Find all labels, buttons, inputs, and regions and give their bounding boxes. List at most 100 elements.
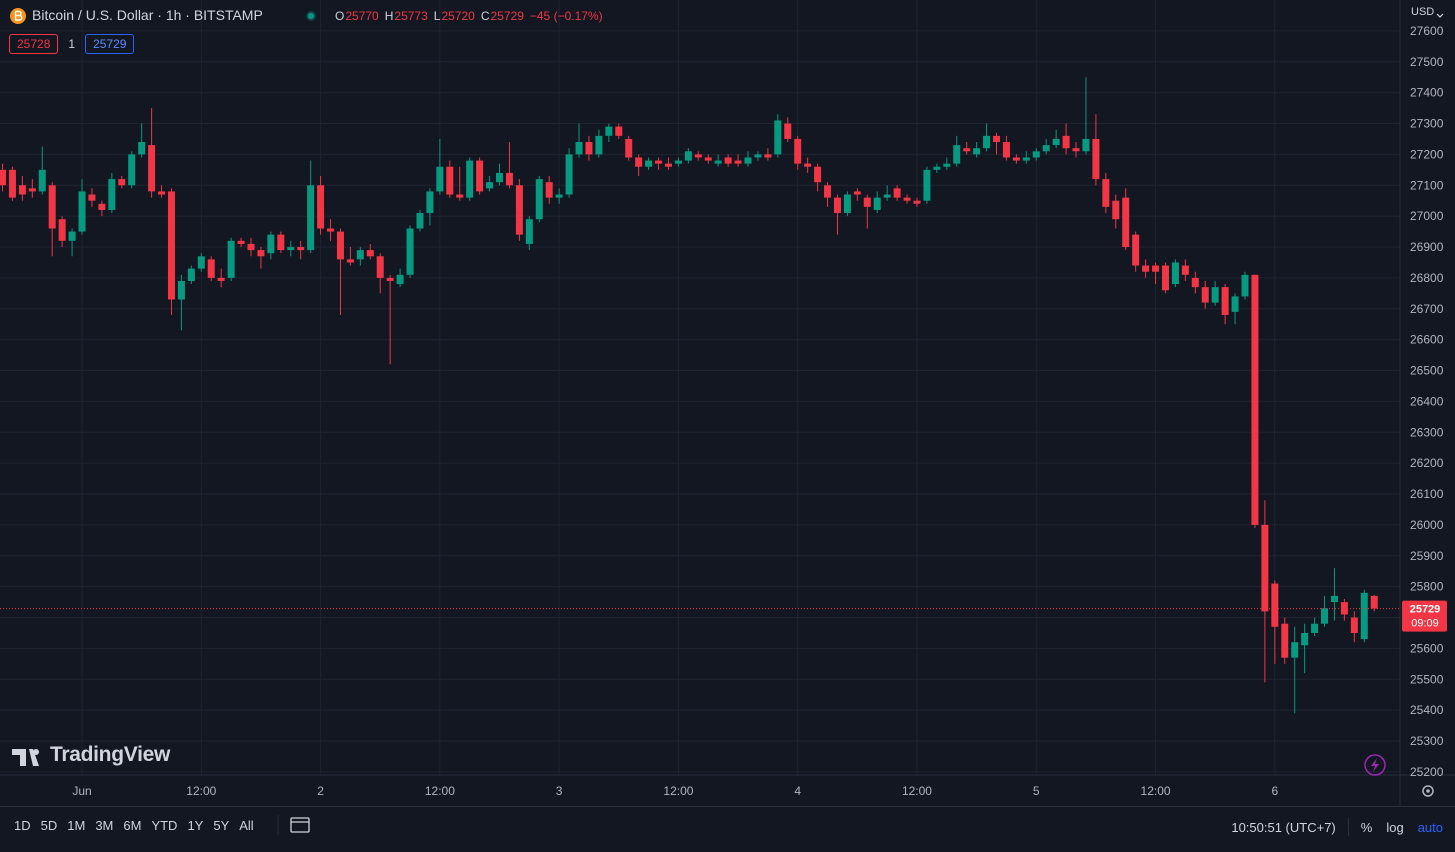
separator [1347, 818, 1349, 836]
candle-body [923, 169, 931, 201]
candle-body [217, 277, 225, 281]
candle-body [187, 268, 195, 281]
candle-body [853, 191, 861, 195]
x-tick-label: 12:00 [902, 784, 932, 798]
candle-body [356, 250, 364, 260]
candle-body [247, 243, 255, 251]
candle-body [1271, 583, 1279, 627]
candle-body [1330, 595, 1338, 603]
candle-body [1132, 234, 1140, 266]
range-button[interactable]: 6M [123, 818, 142, 833]
candle-body [704, 157, 712, 161]
candle-body [1311, 623, 1319, 633]
candle-body [893, 188, 901, 198]
candle-body [903, 197, 911, 201]
candle-body [843, 194, 851, 214]
range-button[interactable]: 5Y [213, 818, 230, 833]
buy-button[interactable]: 25729 [85, 34, 135, 54]
candle-body [1350, 617, 1358, 633]
candle-body [1241, 274, 1249, 297]
candle-body [446, 166, 454, 195]
log-toggle[interactable]: log [1386, 819, 1404, 835]
range-button[interactable]: 1D [14, 818, 31, 833]
auto-toggle[interactable]: auto [1417, 819, 1443, 835]
range-button[interactable]: 3M [95, 818, 114, 833]
candle-body [973, 148, 981, 155]
y-tick-label: 26800 [1410, 271, 1444, 285]
candle-body [237, 240, 245, 244]
candle-body [824, 185, 832, 198]
candle-body [993, 135, 1000, 143]
candle-body [555, 194, 563, 198]
toolbar-right: 10:50:51 (UTC+7) % log auto [1231, 818, 1443, 836]
y-tick-label: 27400 [1410, 86, 1444, 100]
clock[interactable]: 10:50:51 (UTC+7) [1231, 819, 1336, 835]
candle-body [575, 142, 583, 155]
watermark: TradingView [50, 743, 171, 766]
sell-button[interactable]: 25728 [9, 34, 59, 54]
y-tick-label: 25600 [1410, 641, 1444, 655]
y-tick-label: 25500 [1410, 672, 1444, 686]
price-label-box [1402, 600, 1447, 632]
y-tick-label: 27500 [1410, 55, 1444, 69]
candle-body [1261, 524, 1269, 612]
candle-body [336, 231, 344, 260]
candle-body [694, 154, 702, 158]
symbol-name: Bitcoin / U.S. Dollar · 1h · BITSTAMP [32, 7, 263, 23]
candle-body [794, 138, 802, 164]
market-status[interactable] [308, 13, 314, 19]
candle-body [953, 145, 961, 164]
settings-button[interactable] [1422, 785, 1434, 797]
candle-body [774, 120, 782, 155]
x-tick-label: 12:00 [1141, 784, 1171, 798]
candle-body [625, 138, 633, 158]
candle-body [1072, 148, 1080, 152]
percent-toggle[interactable]: % [1360, 819, 1373, 835]
candle-body [28, 188, 36, 192]
candle-body [605, 126, 613, 136]
candle-body [754, 154, 762, 158]
candle-body [1082, 138, 1090, 152]
candle-body [1181, 265, 1189, 275]
range-button[interactable]: 5D [40, 818, 58, 833]
lightning-button[interactable] [1364, 754, 1386, 776]
x-tick-label: 6 [1271, 784, 1278, 798]
range-button[interactable]: All [239, 818, 254, 833]
ohlc-key: H [384, 9, 394, 23]
candle-body [277, 234, 285, 251]
watermark-logo [12, 749, 39, 766]
candle-body [1281, 623, 1289, 658]
candle-body [883, 194, 891, 198]
x-tick-label: 3 [556, 784, 563, 798]
range-button[interactable]: 1M [67, 818, 86, 833]
candle-body [376, 256, 384, 278]
candle-body [943, 163, 951, 167]
symbol-title[interactable]: Bitcoin / U.S. Dollar · 1h · BITSTAMP [32, 7, 263, 23]
range-buttons: 1D 5D 1M 3M 6M YTD 1Y 5Y All [9, 818, 259, 833]
candle-body [664, 163, 672, 167]
range-button[interactable]: 1Y [187, 818, 204, 833]
x-tick-label: 12:00 [425, 784, 455, 798]
y-tick-label: 26100 [1410, 487, 1444, 501]
watermark-logo-dot [33, 749, 39, 755]
candle-body [88, 194, 96, 201]
order-panel: 25728 1 25729 [9, 34, 135, 54]
range-button[interactable]: YTD [151, 818, 178, 833]
candle-body [615, 126, 623, 136]
y-tick-label: 27300 [1410, 117, 1444, 131]
ohlc-key: L [433, 9, 441, 23]
candle-body [1161, 265, 1169, 291]
currency-selector[interactable]: USD [1411, 6, 1435, 18]
candle-body [1231, 296, 1239, 312]
candle-body [297, 247, 305, 251]
y-tick-label: 26000 [1410, 518, 1444, 532]
candle-body [317, 185, 325, 229]
candle-body [177, 280, 185, 300]
y-tick-label: 26400 [1410, 394, 1444, 408]
candle-body [1062, 135, 1070, 149]
candle-body [436, 166, 444, 192]
candle-body [1002, 142, 1010, 158]
goto-date-button[interactable] [290, 817, 310, 833]
candle-body [257, 250, 265, 257]
bottom-toolbar: 1D 5D 1M 3M 6M YTD 1Y 5Y All 10:50:51 (UTC+7) % … [0, 806, 1455, 852]
